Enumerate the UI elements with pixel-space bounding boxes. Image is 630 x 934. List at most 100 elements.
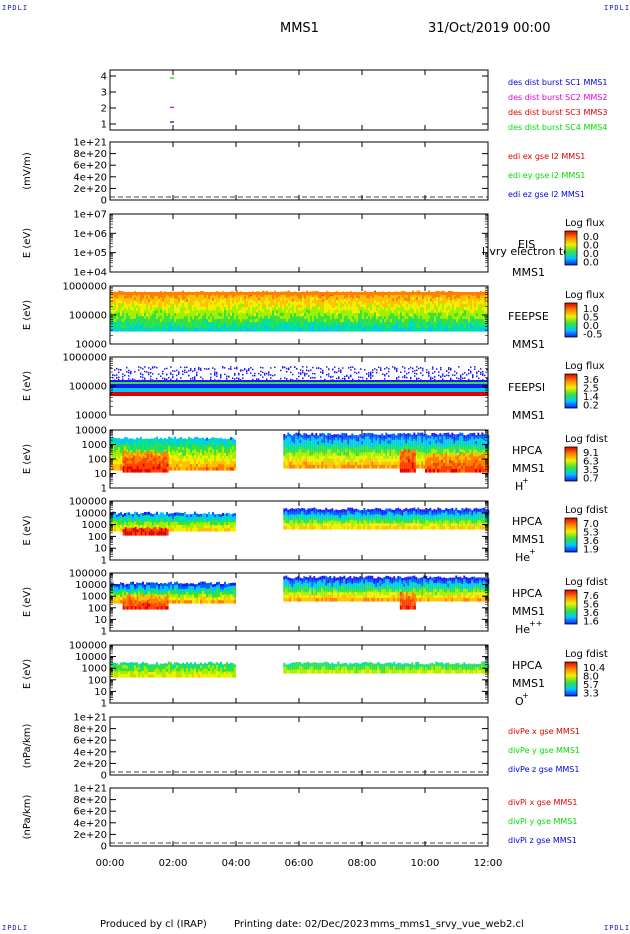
hpca-h-cell — [222, 467, 224, 471]
hpca-h-cell — [160, 466, 163, 470]
hpca-h-cell — [126, 460, 129, 465]
hpca-h-cell — [355, 456, 358, 460]
hpca-h-cell — [399, 436, 402, 441]
feepse-cell — [486, 306, 488, 311]
hpca-h-cell — [204, 455, 206, 460]
hpca-h-cell — [168, 451, 170, 456]
feepse-cell — [128, 325, 130, 329]
feepse-cell — [284, 324, 286, 329]
hpca-h-cell — [315, 461, 318, 466]
feepse-cell — [154, 307, 156, 312]
feepse-cell — [370, 319, 372, 323]
hpca-h-cell — [182, 458, 184, 463]
feepse-cell — [358, 319, 360, 323]
feepse-cell — [140, 313, 142, 317]
hpca-h-cell — [313, 455, 316, 460]
feepse-cell — [316, 303, 318, 307]
hpca-h-cell — [200, 446, 202, 451]
feepsi-dot — [216, 375, 218, 377]
feepse-cell — [454, 299, 456, 303]
hpca-h-cell — [214, 464, 216, 468]
feepse-cell — [416, 297, 418, 301]
hpca-h-cell — [305, 461, 308, 466]
feepse-cell — [394, 297, 396, 302]
feepse-cell — [162, 322, 164, 326]
hpca-h-cell — [327, 458, 330, 463]
hpca-h-cell — [128, 438, 130, 443]
feepse-cell — [120, 327, 122, 332]
feepse-cell — [384, 313, 386, 317]
feepse-cell — [402, 312, 404, 317]
hpca-h-cell — [132, 450, 134, 454]
feepsi-dot — [432, 377, 434, 380]
hpca-h-cell — [232, 452, 234, 456]
feepse-cell — [176, 328, 178, 332]
feepsi-dot — [128, 378, 130, 380]
feepse-cell — [434, 324, 436, 329]
feepse-cell — [272, 307, 274, 312]
feepse-cell — [398, 319, 400, 323]
hpca-h-cell — [132, 452, 135, 457]
feepse-cell — [210, 307, 212, 311]
hpca-h-cell — [345, 442, 348, 447]
feepse-cell — [430, 310, 432, 314]
feepsi-dot — [238, 372, 240, 375]
hpca-h-cell — [216, 446, 218, 451]
hpca-h-cell — [313, 458, 316, 463]
hpca-h-cell — [335, 440, 338, 445]
feepse-cell — [424, 325, 426, 329]
feepse-cell — [324, 328, 326, 332]
feepsi-dot — [250, 367, 252, 369]
feepse-cell — [144, 300, 146, 305]
feepse-cell — [242, 304, 244, 308]
feepse-cell — [308, 316, 310, 320]
feepse-cell — [280, 303, 282, 308]
hpca-h-cell — [323, 436, 326, 441]
feepse-cell — [358, 298, 360, 303]
feepse-cell — [252, 306, 254, 311]
feepse-cell — [134, 294, 136, 298]
hpca-h-cell — [222, 461, 224, 465]
hpca-h-cell — [202, 446, 204, 450]
hpca-h-cell — [160, 453, 163, 457]
feepse-cell — [230, 300, 232, 305]
colorbar-tick-label: 0.0 — [583, 321, 599, 332]
feepse-cell — [352, 296, 354, 300]
hpca-h-cell — [411, 434, 414, 439]
feepse-cell — [354, 301, 356, 305]
feepse-cell — [266, 306, 268, 310]
feepse-cell — [324, 307, 326, 311]
feepse-cell — [456, 300, 458, 305]
feepse-cell — [312, 327, 314, 332]
hpca-h-cell — [114, 461, 116, 465]
hpca-h-cell — [343, 458, 346, 463]
feepse-cell — [272, 299, 274, 303]
feepse-cell — [270, 294, 272, 299]
feepse-cell — [128, 300, 130, 305]
feepse-cell — [186, 328, 188, 332]
hpca-h-cell — [216, 458, 218, 462]
feepse-cell — [348, 301, 350, 305]
hpca-h-cell — [120, 447, 122, 451]
feepse-cell — [448, 309, 450, 313]
feepse-cell — [430, 316, 432, 320]
feepse-cell — [372, 328, 374, 332]
feepse-cell — [190, 322, 192, 326]
feepse-cell — [358, 304, 360, 308]
hpca-h-cell — [234, 464, 236, 468]
hpca-h-cell — [128, 466, 131, 470]
feepse-cell — [298, 307, 300, 311]
feepse-cell — [434, 309, 436, 314]
feepsi-dot — [124, 374, 126, 377]
feepse-cell — [330, 296, 332, 300]
feepsi-dot — [472, 375, 474, 377]
feepse-cell — [274, 324, 276, 329]
feepse-cell — [482, 307, 484, 311]
feepse-cell — [458, 310, 460, 314]
hpca-h-cell — [210, 446, 212, 451]
feepse-cell — [376, 293, 378, 297]
hpca-h-cell — [230, 443, 232, 447]
feepse-cell — [400, 315, 402, 320]
hpca-h-cell — [381, 439, 384, 444]
feepse-cell — [434, 306, 436, 311]
